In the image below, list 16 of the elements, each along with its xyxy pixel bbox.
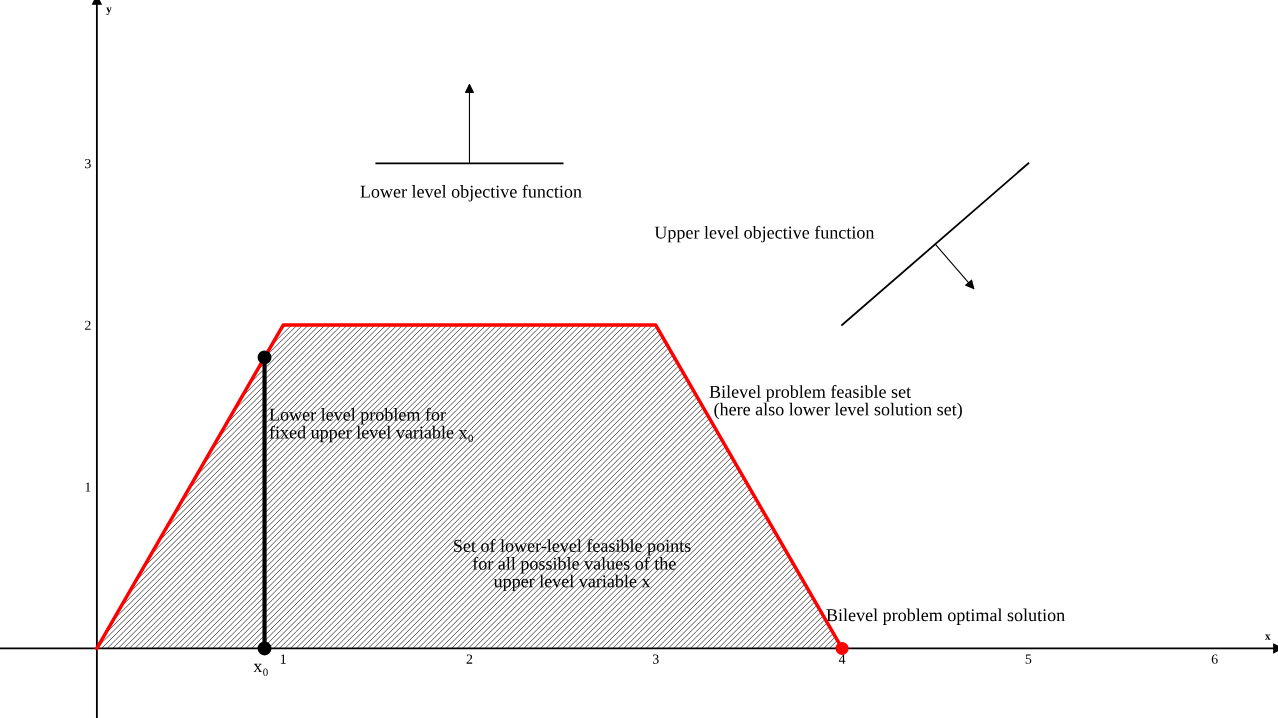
annotation: Lower level objective function xyxy=(360,184,582,202)
annotation: Bilevel problem feasible set (here also lower level solution set) xyxy=(709,384,962,420)
x-tick-label: 4 xyxy=(838,654,846,664)
annotation: Upper level objective function xyxy=(654,225,875,243)
y-tick-label: 1 xyxy=(85,482,91,492)
y-tick-label: 3 xyxy=(85,158,91,169)
x-axis-title: x xyxy=(1265,634,1271,640)
annotation: x₀ xyxy=(253,663,268,676)
x-tick-label: 1 xyxy=(280,654,286,664)
y-tick-label: 2 xyxy=(84,320,91,330)
annotation: Bilevel problem optimal solution xyxy=(826,608,1065,625)
x-tick-label: 3 xyxy=(652,654,659,664)
y-axis-title: y xyxy=(106,7,112,15)
x-tick-label: 6 xyxy=(1211,654,1218,664)
x-tick-label: 5 xyxy=(1025,654,1032,664)
x-tick-label: 2 xyxy=(466,654,473,664)
